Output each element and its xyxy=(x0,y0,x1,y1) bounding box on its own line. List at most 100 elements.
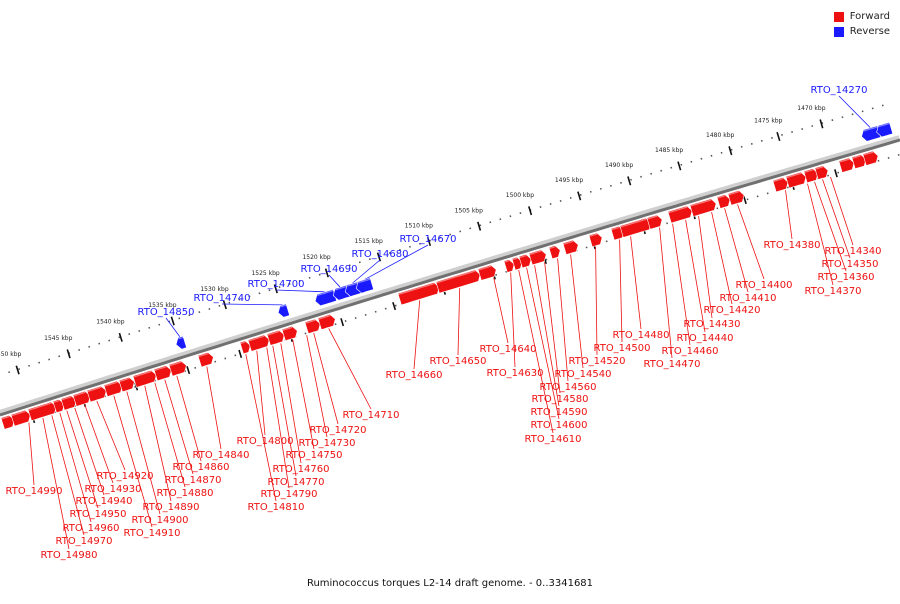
tick-mark xyxy=(66,349,71,359)
reverse-gene-highlight xyxy=(178,336,184,340)
forward-gene-highlight xyxy=(318,315,331,320)
leader-line xyxy=(84,404,114,484)
gene-label-rto-14480: RTO_14480 xyxy=(612,330,669,341)
gene-label-rto-14870: RTO_14870 xyxy=(164,475,221,486)
leader-line xyxy=(570,254,584,369)
forward-gene xyxy=(10,409,31,427)
gene-label-rto-14730: RTO_14730 xyxy=(298,438,355,449)
legend-reverse: Reverse xyxy=(833,24,890,39)
forward-gene xyxy=(118,376,135,393)
gene-label-rto-14770: RTO_14770 xyxy=(267,477,324,488)
leader-line xyxy=(685,219,706,333)
forward-gene xyxy=(317,314,336,330)
leader-line xyxy=(221,303,284,306)
forward-gene-highlight xyxy=(398,282,435,296)
gene-label-rto-14750: RTO_14750 xyxy=(285,450,342,461)
gene-label-rto-14950: RTO_14950 xyxy=(69,509,126,520)
forward-gene-highlight xyxy=(589,233,598,237)
leader-line xyxy=(698,215,713,319)
forward-gene xyxy=(528,249,547,266)
gene-label-rto-14970: RTO_14970 xyxy=(55,536,112,547)
leader-line xyxy=(328,274,341,288)
forward-gene xyxy=(518,253,532,269)
gene-label-rto-14630: RTO_14630 xyxy=(486,368,543,379)
tick-mark xyxy=(426,236,432,247)
forward-gene xyxy=(785,171,807,189)
reverse-gene-highlight xyxy=(863,126,878,132)
gene-label-rto-14370: RTO_14370 xyxy=(804,286,861,297)
leader-line xyxy=(96,400,126,471)
reverse-gene xyxy=(314,288,337,307)
gene-features xyxy=(0,121,894,430)
tick-label: 1540 kbp xyxy=(96,319,124,326)
gene-label-rto-14940: RTO_14940 xyxy=(75,496,132,507)
forward-gene xyxy=(727,190,745,206)
forward-gene-highlight xyxy=(11,410,26,417)
inner-tick-mark xyxy=(834,169,838,178)
leader-line xyxy=(51,415,85,536)
leader-line xyxy=(292,339,315,450)
legend: Forward Reverse xyxy=(833,9,890,39)
leader-line xyxy=(413,300,421,370)
gene-label-rto-14860: RTO_14860 xyxy=(172,462,229,473)
gene-label-rto-14890: RTO_14890 xyxy=(142,502,199,513)
forward-gene-highlight xyxy=(133,370,152,378)
reverse-swatch xyxy=(833,26,844,37)
tick-label: 1475 kbp xyxy=(754,118,782,125)
inner-tick-mark xyxy=(186,366,191,375)
leader-line xyxy=(557,258,569,382)
tick-mark xyxy=(776,131,781,142)
tick-mark xyxy=(170,316,175,326)
tick-label: 1490 kbp xyxy=(605,162,633,169)
tick-mark xyxy=(577,191,582,201)
forward-gene-highlight xyxy=(61,396,72,401)
gene-label-rto-14690: RTO_14690 xyxy=(300,264,357,275)
forward-gene-highlight xyxy=(504,260,510,263)
leader-line xyxy=(814,181,847,272)
leader-line xyxy=(830,176,854,246)
leader-line xyxy=(807,183,834,286)
forward-gene xyxy=(667,205,693,224)
forward-gene-highlight xyxy=(169,361,182,367)
backbone xyxy=(0,135,900,417)
leader-line xyxy=(245,354,277,502)
leader-line xyxy=(619,239,623,343)
leader-line xyxy=(838,95,871,129)
gene-label-rto-14470: RTO_14470 xyxy=(643,359,700,370)
leader-line xyxy=(630,236,642,330)
forward-gene xyxy=(548,245,561,260)
forward-gene-highlight xyxy=(248,335,265,342)
forward-gene-highlight xyxy=(478,265,492,271)
reverse-gene-highlight xyxy=(878,122,890,128)
forward-gene-highlight xyxy=(620,218,647,228)
leader-line xyxy=(544,262,561,394)
gene-label-rto-14840: RTO_14840 xyxy=(192,450,249,461)
forward-gene-highlight xyxy=(519,254,527,259)
tick-label: 1515 kbp xyxy=(355,238,383,245)
tick-label: 1480 kbp xyxy=(706,132,734,139)
forward-gene-highlight xyxy=(717,195,726,199)
leader-line xyxy=(510,272,516,368)
leader-line xyxy=(737,204,765,280)
gene-label-rto-14700: RTO_14700 xyxy=(247,279,304,290)
forward-gene xyxy=(153,365,172,382)
forward-gene xyxy=(247,334,270,352)
tick-label: 1500 kbp xyxy=(506,192,534,199)
inner-tick-mark xyxy=(392,302,397,311)
inner-tick-mark xyxy=(340,318,345,327)
leader-line xyxy=(28,422,35,486)
gene-label-rto-14910: RTO_14910 xyxy=(123,528,180,539)
reverse-gene-highlight xyxy=(317,289,334,296)
gene-label-rto-14670: RTO_14670 xyxy=(399,234,456,245)
forward-gene-highlight xyxy=(815,166,824,170)
gene-label-rto-14360: RTO_14360 xyxy=(817,272,874,283)
gene-label-rto-14520: RTO_14520 xyxy=(568,356,625,367)
forward-gene-highlight xyxy=(839,158,850,163)
forward-gene-highlight xyxy=(549,246,556,250)
reverse-gene-highlight xyxy=(347,282,359,287)
gene-label-rto-14270: RTO_14270 xyxy=(810,85,867,96)
leader-line xyxy=(42,418,70,550)
forward-gene-highlight xyxy=(852,155,862,159)
inner-tick-mark xyxy=(238,349,243,358)
